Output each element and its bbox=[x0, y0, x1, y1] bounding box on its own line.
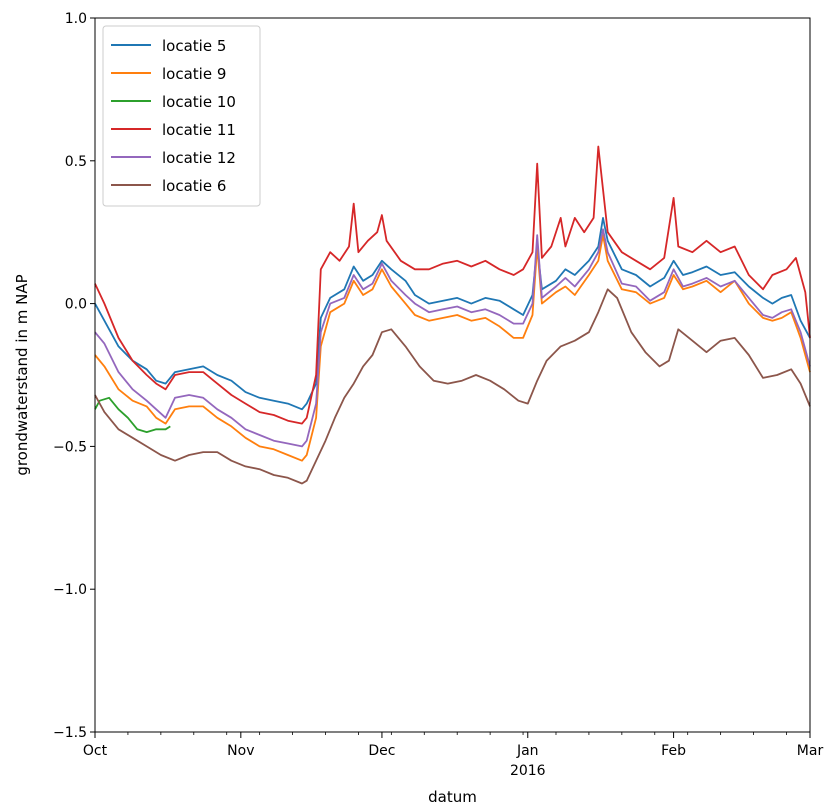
legend-label: locatie 12 bbox=[162, 149, 236, 167]
y-axis-label: grondwaterstand in m NAP bbox=[13, 274, 31, 475]
x-tick-label: Mar bbox=[797, 743, 824, 759]
series-lines bbox=[94, 145, 811, 485]
series-line-5 bbox=[94, 228, 811, 448]
y-tick-label: 0.0 bbox=[65, 297, 87, 313]
legend-label: locatie 6 bbox=[162, 177, 226, 195]
y-tick-label: −1.5 bbox=[53, 725, 87, 741]
x-tick-label: Nov bbox=[227, 743, 254, 759]
y-tick-label: 0.5 bbox=[65, 154, 87, 170]
x-tick-label: Oct bbox=[83, 743, 108, 759]
series-line-1 bbox=[94, 216, 811, 411]
x-tick-label: Jan bbox=[516, 743, 539, 759]
series-line-6 bbox=[94, 288, 811, 485]
legend-label: locatie 5 bbox=[162, 37, 226, 55]
legend-box bbox=[102, 25, 261, 207]
legend: locatie 5 locatie 9 locatie 10 locatie 11 lo… bbox=[102, 25, 261, 207]
plot-frame bbox=[94, 17, 811, 733]
series-line-4 bbox=[94, 145, 811, 425]
legend-label: locatie 9 bbox=[162, 65, 226, 83]
series-line-2 bbox=[94, 234, 811, 462]
x-axis-label: datum bbox=[428, 788, 477, 806]
y-tick-label: 1.0 bbox=[65, 11, 87, 27]
y-tick-label: −0.5 bbox=[53, 439, 87, 455]
legend-label: locatie 11 bbox=[162, 121, 236, 139]
y-tick-label: −1.0 bbox=[53, 582, 87, 598]
legend-label: locatie 10 bbox=[162, 93, 236, 111]
axis-ticks: −1.5 −1.0 −0.5 0.0 0.5 1.0 Oct Nov Dec Jan 2016 Feb… bbox=[53, 11, 823, 779]
series-line-3 bbox=[94, 396, 171, 434]
x-tick-label: Feb bbox=[661, 743, 686, 759]
x-tick-label: Dec bbox=[368, 743, 395, 759]
x-tick-sublabel: 2016 bbox=[510, 763, 546, 779]
